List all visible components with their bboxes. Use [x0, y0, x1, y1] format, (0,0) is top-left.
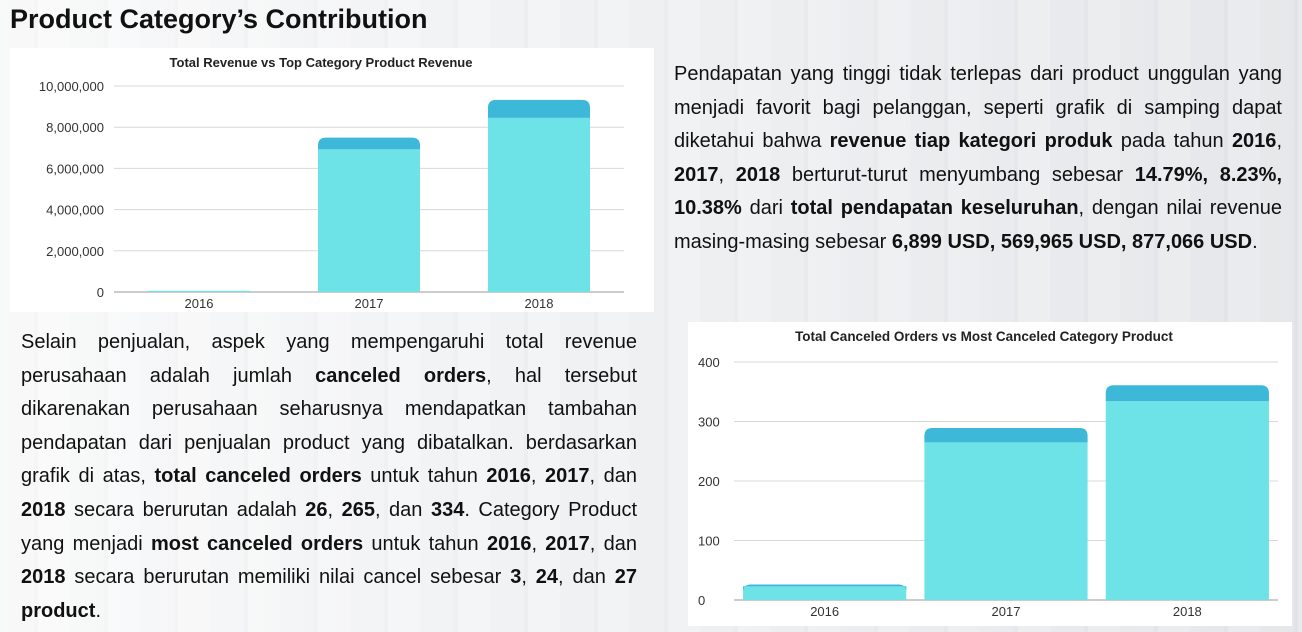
y-tick-label: 2,000,000 — [46, 244, 104, 259]
canceled-paragraph-run: , dan — [374, 498, 431, 521]
y-tick-label: 10,000,000 — [39, 79, 104, 94]
canceled-paragraph-run: , dan — [589, 465, 638, 488]
revenue-paragraph-run: , — [718, 163, 736, 186]
bar-top-category-2018 — [1105, 385, 1269, 402]
canceled-paragraph-run: 26 — [305, 498, 328, 521]
revenue-paragraph-run: 14.79%, 8.23%, 10.38% — [674, 163, 1282, 220]
canceled-paragraph-run: 2016 — [486, 532, 532, 555]
y-tick-label: 100 — [698, 534, 720, 549]
revenue-paragraph-run: , — [1276, 130, 1282, 153]
canceled-paragraph-run: 334 — [430, 498, 465, 521]
revenue-paragraph-run: pada tahun — [1112, 130, 1232, 153]
canceled-paragraph-run: , — [530, 465, 545, 488]
chart-title: Total Revenue vs Top Category Product Re… — [170, 55, 473, 70]
revenue-paragraph-run: , dengan nilai revenue masing-masing seb… — [674, 197, 1282, 253]
canceled-paragraph-run: , — [327, 498, 342, 521]
y-tick-label: 0 — [97, 285, 104, 300]
canceled-paragraph-run: 27 product — [21, 566, 637, 622]
bar-top-category-2016 — [148, 290, 250, 292]
x-tick-label: 2016 — [810, 604, 839, 619]
y-tick-label: 8,000,000 — [46, 120, 104, 135]
revenue-chart-panel: Total Revenue vs Top Category Product Re… — [10, 48, 654, 312]
canceled-paragraph-run: . — [95, 599, 101, 622]
y-tick-label: 300 — [698, 415, 720, 430]
canceled-orders-chart-panel: Total Canceled Orders vs Most Canceled C… — [688, 322, 1292, 626]
y-tick-label: 200 — [698, 474, 720, 489]
canceled-paragraph-run: , — [521, 566, 536, 589]
canceled-paragraph-run: untuk tahun — [361, 465, 487, 488]
slide-title: Product Category’s Contribution — [10, 4, 428, 34]
canceled-paragraph-run: . Category Product yang menjadi — [21, 498, 637, 555]
y-tick-label: 0 — [698, 593, 705, 608]
canceled-paragraph-run: canceled orders — [315, 364, 487, 387]
bar-total-2016 — [743, 586, 907, 600]
paragraph-revenue-contribution: Pendapatan yang tinggi tidak terlepas da… — [674, 58, 1282, 260]
canceled-paragraph-run: Selain penjualan, aspek yang mempengaruh… — [21, 331, 637, 387]
canceled-paragraph-run: , dan — [589, 532, 637, 555]
y-tick-label: 400 — [698, 355, 720, 370]
canceled-paragraph-run: secara berurutan memiliki nilai cancel s… — [65, 566, 511, 589]
canceled-paragraph-run: 265 — [341, 498, 375, 521]
bar-top-category-2018 — [488, 99, 590, 118]
revenue-paragraph-run: revenue tiap kategori produk — [829, 130, 1113, 153]
canceled-orders-chart: Total Canceled Orders vs Most Canceled C… — [698, 329, 1278, 619]
canceled-paragraph-run: 2017 — [545, 532, 590, 555]
canceled-paragraph-run: , — [531, 532, 546, 555]
bar-top-category-2017 — [318, 137, 420, 150]
revenue-paragraph-run: . — [1252, 230, 1258, 253]
bar-top-category-2016 — [743, 584, 907, 593]
bar-total-2016 — [148, 291, 250, 292]
revenue-paragraph-run: 2017 — [674, 163, 719, 186]
revenue-paragraph-run: 2016 — [1231, 130, 1277, 153]
revenue-paragraph-run: Pendapatan yang tinggi tidak terlepas da… — [674, 63, 1282, 153]
revenue-paragraph-run: total pendapatan keseluruhan — [790, 197, 1079, 220]
y-tick-label: 4,000,000 — [46, 203, 104, 218]
x-tick-label: 2018 — [525, 296, 554, 311]
revenue-paragraph-run: 2018 — [735, 163, 781, 186]
canceled-paragraph-run: 2016 — [486, 465, 531, 488]
canceled-paragraph-run: total canceled orders — [154, 465, 362, 488]
bar-total-2017 — [318, 149, 420, 292]
bar-total-2018 — [488, 117, 590, 292]
canceled-paragraph-run: 2018 — [21, 498, 66, 521]
canceled-paragraph-run: , dan — [558, 566, 615, 589]
canceled-paragraph-run: 2017 — [545, 465, 590, 488]
chart-title: Total Canceled Orders vs Most Canceled C… — [795, 329, 1173, 344]
x-tick-label: 2018 — [1173, 604, 1202, 619]
canceled-paragraph-run: 2018 — [21, 566, 66, 589]
revenue-paragraph-run: berturut-turut menyumbang sebesar — [780, 163, 1135, 186]
paragraph-canceled-orders: Selain penjualan, aspek yang mempengaruh… — [21, 326, 637, 628]
bar-total-2017 — [924, 442, 1088, 600]
bar-top-category-2017 — [924, 428, 1088, 443]
y-tick-label: 6,000,000 — [46, 161, 104, 176]
canceled-paragraph-run: 3 — [510, 566, 522, 589]
revenue-paragraph-run: dari — [741, 197, 791, 220]
canceled-paragraph-run: untuk tahun — [363, 532, 487, 555]
canceled-paragraph-run: secara berurutan adalah — [65, 498, 306, 521]
x-tick-label: 2016 — [185, 296, 214, 311]
canceled-paragraph-run: , hal tersebut dikarenakan perusahaan se… — [21, 364, 637, 488]
bar-total-2018 — [1105, 401, 1269, 600]
revenue-paragraph-run: 6,899 USD, 569,965 USD, 877,066 USD — [891, 230, 1253, 253]
canceled-paragraph-run: most canceled orders — [150, 532, 364, 555]
canceled-paragraph-run: 24 — [535, 566, 559, 589]
x-tick-label: 2017 — [355, 296, 384, 311]
x-tick-label: 2017 — [992, 604, 1021, 619]
revenue-chart: Total Revenue vs Top Category Product Re… — [39, 55, 624, 311]
